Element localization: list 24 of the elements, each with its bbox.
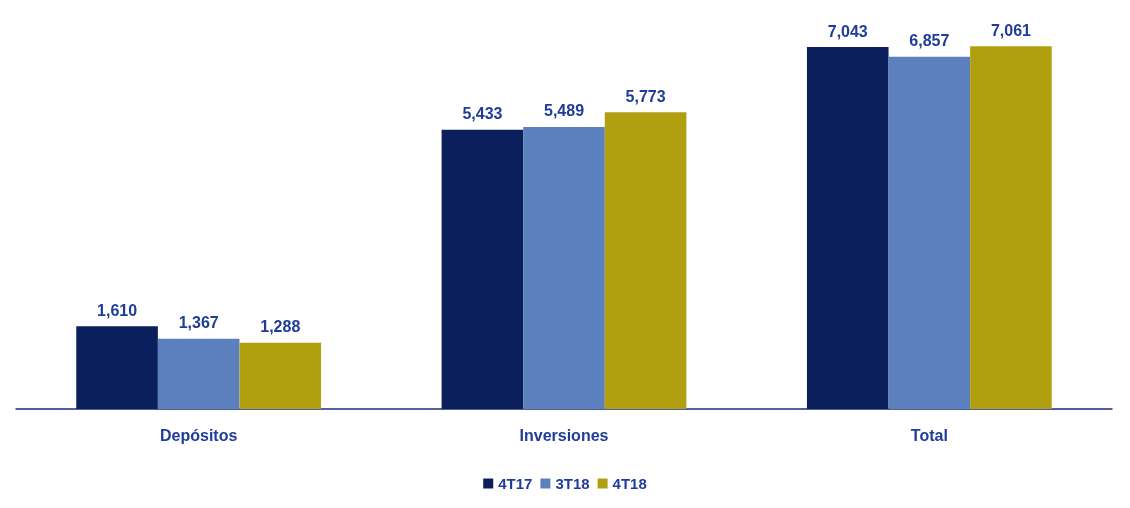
data-label: 7,043: [827, 22, 868, 40]
bar: [888, 56, 971, 409]
legend-label: 4T18: [612, 475, 647, 492]
data-label: 5,773: [625, 87, 666, 105]
bar: [604, 112, 687, 409]
bar: [239, 342, 322, 409]
bar: [523, 126, 605, 409]
x-tick-label: Depósitos: [159, 426, 238, 444]
data-label: 5,433: [462, 105, 503, 123]
data-label: 1,288: [260, 318, 301, 336]
data-label: 6,857: [909, 32, 950, 50]
x-tick-label: Inversiones: [519, 426, 609, 444]
data-label: 7,061: [990, 21, 1032, 39]
data-label: 1,367: [178, 314, 219, 332]
bar: [970, 46, 1052, 409]
x-tick-label: Total: [910, 426, 948, 444]
data-label: 1,610: [97, 301, 138, 319]
bar: [76, 326, 158, 409]
bar: [806, 47, 889, 409]
legend-label: 3T18: [555, 475, 590, 492]
bar: [157, 338, 240, 409]
legend-label: 4T17: [498, 475, 533, 492]
bar: [441, 129, 524, 409]
data-label: 5,489: [543, 102, 585, 120]
